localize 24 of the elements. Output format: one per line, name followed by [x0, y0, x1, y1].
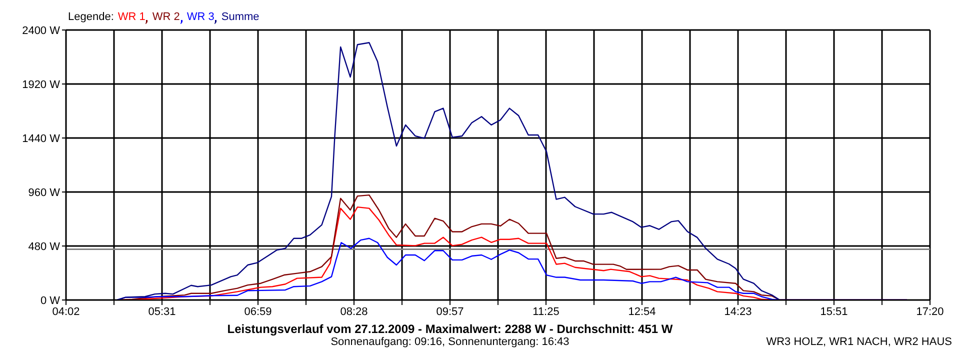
x-tick-label: 14:23: [724, 306, 752, 318]
x-tick-label: 15:51: [820, 306, 848, 318]
x-tick-label: 05:31: [148, 306, 176, 318]
legend-label: Summe: [221, 11, 260, 24]
y-tick-label: 2400 W: [22, 24, 61, 37]
y-tick-label: 1920 W: [22, 78, 61, 91]
legend-title: Legende:: [68, 11, 114, 24]
text: Sonnenaufgang: 09:16, Sonnenuntergang: 16:43: [330, 336, 570, 348]
text: WR3 HOLZ, WR1 NACH, WR2 HAUS: [766, 336, 952, 348]
x-tick-label: 06:59: [244, 306, 272, 318]
x-tick-label: 12:54: [628, 306, 656, 318]
y-tick-label: 960 W: [28, 186, 61, 199]
x-tick-label: 09:57: [436, 306, 464, 318]
x-tick-label: 11:25: [532, 306, 560, 318]
y-tick-label: 0 W: [40, 294, 61, 307]
legend-label: WR 3: [186, 11, 214, 24]
text: Leistungsverlauf vom 27.12.2009 - Maximalwert: 2288 W - Durchschnitt: 451 W: [226, 322, 674, 336]
x-tick-label: 17:20: [916, 306, 944, 318]
y-tick-label: 1440 W: [22, 132, 61, 145]
legend-label: WR 2: [152, 11, 180, 24]
x-tick-label: 08:28: [340, 306, 368, 318]
y-tick-label: 480 W: [28, 240, 61, 253]
x-tick-label: 04:02: [52, 306, 80, 318]
text: WR 1: [118, 11, 146, 24]
